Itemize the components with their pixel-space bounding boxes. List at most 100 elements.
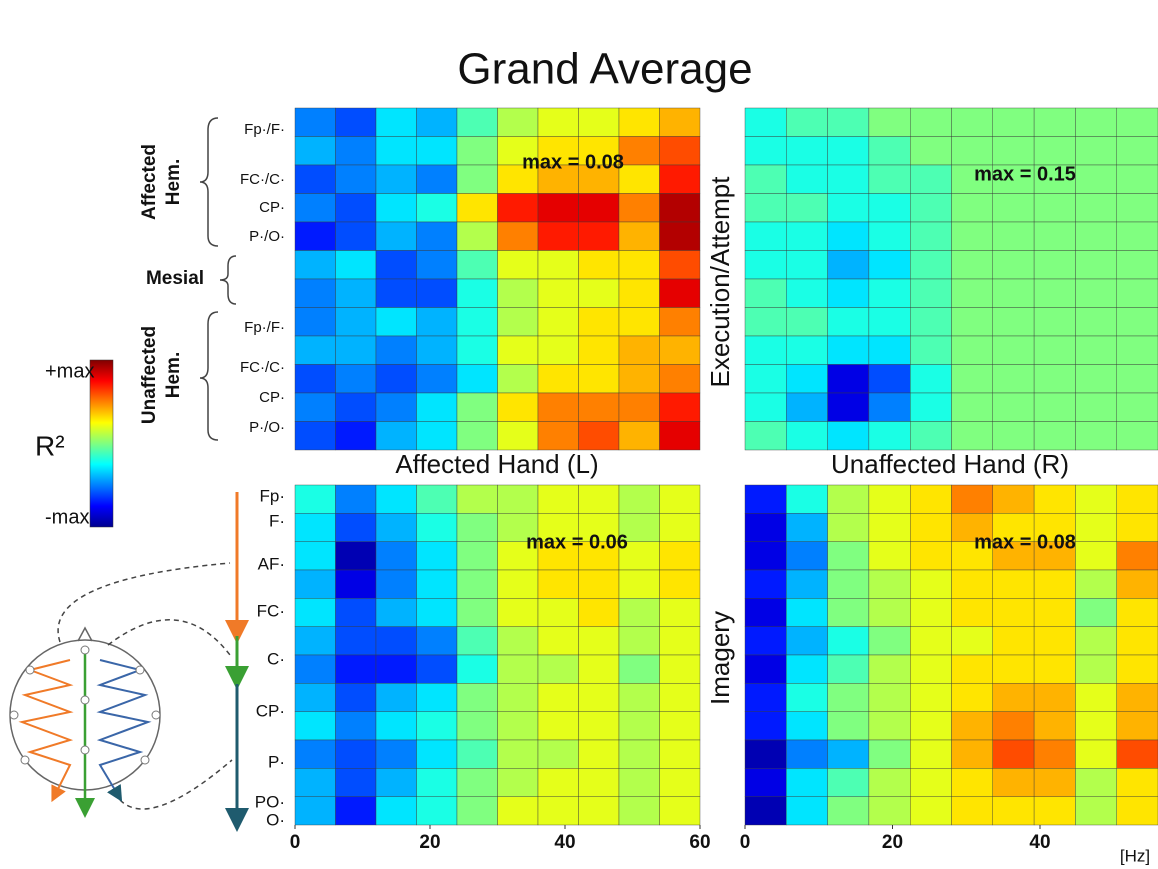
heatmap-cell: [618, 654, 660, 684]
heatmap-cell: [951, 484, 993, 514]
heatmap-cell: [992, 796, 1035, 826]
x-tick-label: 60: [689, 832, 710, 853]
heatmap-cell: [375, 683, 417, 712]
heatmap-cell: [827, 654, 870, 684]
heatmap-cell: [294, 221, 336, 251]
heatmap-cell: [618, 484, 660, 514]
heatmap-cell: [416, 654, 458, 684]
heatmap-cell: [1033, 250, 1076, 280]
heatmap-cell: [992, 513, 1035, 542]
heatmap-cell: [659, 683, 701, 712]
heatmap-cell: [910, 307, 952, 337]
heatmap-cell: [992, 250, 1035, 280]
heatmap-cell: [335, 193, 377, 223]
heatmap-cell: [456, 364, 498, 394]
heatmap-cell: [294, 164, 336, 194]
heatmap-cell: [992, 421, 1035, 451]
heatmap-cell: [910, 654, 952, 684]
heatmap-cell: [335, 136, 377, 166]
heatmap-cell: [456, 569, 498, 599]
channel-label: C·: [267, 649, 285, 668]
heatmap-cell: [951, 278, 993, 308]
heatmap-cell: [951, 683, 993, 712]
heatmap-cell: [910, 513, 952, 542]
heatmap-cell: [1075, 768, 1117, 797]
heatmap-cell: [992, 739, 1035, 769]
heatmap-cell: [578, 484, 620, 514]
row-label: Execution/Attempt: [705, 176, 735, 388]
heatmap-cell: [335, 307, 377, 337]
heatmap-cell: [456, 541, 498, 571]
heatmap-cell: [578, 739, 620, 769]
heatmap-cell: [416, 796, 458, 826]
heatmap-cell: [951, 193, 993, 223]
heatmap-cell: [375, 250, 417, 280]
heatmap-cell: [1033, 484, 1076, 514]
heatmap-cell: [951, 598, 993, 627]
heatmap-cell: [497, 250, 539, 280]
heatmap-cell: [827, 598, 870, 627]
heatmap-cell: [456, 107, 498, 137]
heatmap-cell: [951, 796, 993, 826]
heatmap-cell: [294, 626, 336, 656]
heatmap-cell: [1075, 796, 1117, 826]
heatmap-cell: [951, 711, 993, 741]
heatmap-cell: [992, 107, 1035, 137]
heatmap-cell: [1033, 796, 1076, 826]
heatmap-cell: [827, 796, 870, 826]
heatmap-cell: [618, 107, 660, 137]
heatmap-cell: [456, 421, 498, 451]
heatmap-cell: [659, 221, 701, 251]
heatmap-cell: [497, 307, 539, 337]
heatmap-cell: [1033, 739, 1076, 769]
heatmap-cell: [910, 193, 952, 223]
heatmap-cell: [744, 136, 787, 166]
channel-label: CP·: [256, 701, 285, 720]
heatmap-cell: [416, 683, 458, 712]
channel-label: O·: [266, 810, 285, 829]
heatmap-cell: [1033, 711, 1076, 741]
heatmap-cell: [497, 392, 539, 422]
heatmap-cell: [1116, 541, 1158, 571]
heatmap-cell: [416, 626, 458, 656]
heatmap-cell: [868, 513, 911, 542]
heatmap-cell: [537, 392, 579, 422]
heatmap-cell: [951, 626, 993, 656]
heatmap-cell: [294, 739, 336, 769]
heatmap-cell: [416, 739, 458, 769]
heatmap-cell: [618, 364, 660, 394]
column-label: Affected Hand (L): [395, 449, 598, 479]
heatmap-cell: [1116, 392, 1158, 422]
heatmap-cell: [786, 796, 828, 826]
heatmap-cell: [786, 683, 828, 712]
heatmap-cell: [1033, 107, 1076, 137]
heatmap-cell: [618, 421, 660, 451]
heatmap-cell: [910, 683, 952, 712]
heatmap-cell: [1075, 193, 1117, 223]
heatmap-cell: [659, 392, 701, 422]
heatmap-cell: [786, 768, 828, 797]
heatmap-cell: [910, 335, 952, 365]
heatmap-cell: [537, 569, 579, 599]
heatmap-cell: [786, 626, 828, 656]
heatmap-cell: [456, 278, 498, 308]
heatmap-cell: [1075, 392, 1117, 422]
heatmap-cell: [375, 739, 417, 769]
heatmap-cell: [1116, 598, 1158, 627]
heatmap-cell: [786, 739, 828, 769]
heatmap-cell: [294, 541, 336, 571]
colorbar-bottom: -max: [45, 506, 89, 528]
heatmap-cell: [497, 626, 539, 656]
channel-label: FC·/C·: [240, 171, 285, 188]
heatmap-cell: [294, 193, 336, 223]
heatmap-cell: [786, 136, 828, 166]
heatmap-cell: [744, 484, 787, 514]
heatmap-cell: [992, 654, 1035, 684]
heatmap-cell: [1116, 654, 1158, 684]
heatmap-cell: [659, 739, 701, 769]
heatmap-cell: [578, 768, 620, 797]
heatmap-cell: [578, 796, 620, 826]
heatmap-cell: [659, 768, 701, 797]
heatmap-cell: [1116, 136, 1158, 166]
